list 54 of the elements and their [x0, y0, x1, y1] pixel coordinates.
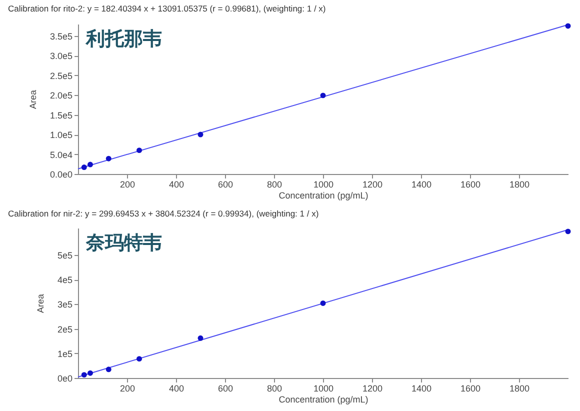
x-tick-label: 400: [168, 384, 184, 394]
y-tick-label: 3.5e5: [50, 31, 72, 42]
x-tick-label: 800: [266, 384, 282, 394]
y-tick-label: 1e5: [57, 348, 72, 359]
point: [106, 156, 112, 162]
point: [320, 92, 326, 98]
point: [136, 356, 142, 362]
point: [565, 228, 571, 234]
x-tick-label: 1800: [509, 384, 530, 394]
x-tick-label: 400: [168, 180, 184, 190]
x-tick-label: 1000: [313, 180, 334, 190]
y-tick-label: 5e5: [57, 250, 72, 261]
x-axis-title: Concentration (pg/mL): [278, 394, 368, 404]
point: [81, 372, 87, 378]
x-tick-label: 1000: [313, 384, 334, 394]
point: [198, 335, 204, 341]
chart-title: Calibration for rito-2: y = 182.40394 x + 13091.05375 (r = 0.99681), (weighting: 1 / x): [8, 4, 326, 14]
x-tick-label: 600: [218, 180, 234, 190]
y-tick-label: 2.5e5: [50, 70, 72, 81]
x-tick-label: 1200: [362, 180, 383, 190]
point: [198, 132, 204, 138]
chart-title: Calibration for nir-2: y = 299.69453 x + 3804.52324 (r = 0.99934), (weighting: 1 / x): [8, 208, 319, 218]
x-tick-label: 200: [120, 384, 136, 394]
point: [106, 366, 112, 372]
point: [136, 148, 142, 154]
x-tick-label: 800: [266, 180, 282, 190]
x-tick-label: 1400: [411, 180, 432, 190]
y-tick-label: 0.0e0: [50, 170, 72, 180]
annotation: 奈玛特韦: [85, 232, 162, 254]
y-tick-label: 1.0e5: [50, 130, 72, 140]
y-tick-label: 5.0e4: [50, 150, 72, 160]
y-tick-label: 2.0e5: [50, 90, 72, 101]
point: [88, 370, 93, 376]
point: [320, 300, 326, 306]
y-tick-label: 0e0: [57, 374, 72, 384]
y-tick-label: 1.5e5: [50, 110, 72, 120]
x-tick-label: 200: [120, 180, 136, 190]
point: [81, 164, 87, 170]
y-axis-title: Area: [28, 90, 38, 110]
y-tick-label: 3e5: [57, 300, 72, 310]
x-tick-label: 600: [218, 384, 234, 394]
x-tick-label: 1200: [362, 384, 383, 394]
x-tick-label: 1400: [411, 384, 432, 394]
y-tick-label: 3.0e5: [50, 51, 72, 62]
x-tick-label: 1600: [460, 180, 481, 190]
x-tick-label: 1800: [509, 180, 530, 190]
y-tick-label: 2e5: [57, 324, 72, 334]
x-axis-title: Concentration (pg/mL): [278, 190, 368, 200]
point: [565, 23, 571, 29]
annotation: 利托那韦: [85, 28, 162, 50]
x-tick-label: 1600: [460, 384, 481, 394]
point: [88, 162, 93, 168]
y-axis-title: Area: [35, 294, 46, 314]
y-tick-label: 4e5: [57, 275, 72, 286]
